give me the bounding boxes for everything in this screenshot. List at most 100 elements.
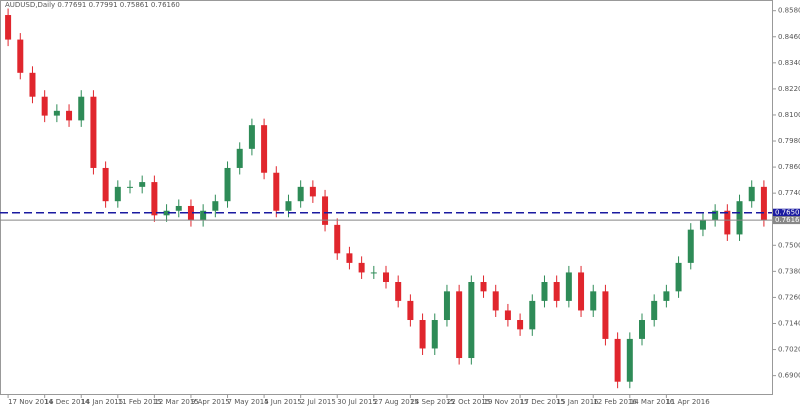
candle-body (541, 281, 548, 301)
candle-body (443, 291, 450, 321)
x-tick-label: 27 Aug 2015 (374, 398, 419, 406)
candle-body (419, 320, 426, 349)
candle-body (127, 186, 133, 188)
price-level-label: 0.76160 (775, 216, 800, 224)
x-tick-label: 30 Jul 2015 (337, 398, 377, 406)
x-tick-label: 12 Feb 2016 (593, 398, 637, 406)
candle-body (5, 15, 12, 40)
candle-body (370, 272, 377, 274)
candle-body (687, 229, 694, 263)
candle-body (578, 272, 585, 311)
price-level-box (773, 208, 800, 217)
candle-body (480, 281, 487, 292)
candle-body (699, 220, 706, 230)
candle-body (504, 310, 511, 321)
candle-body (651, 300, 658, 321)
candle-body (322, 196, 329, 225)
candle-body (29, 72, 36, 97)
x-tick-label: 15 Jan 2016 (557, 398, 600, 406)
y-tick-label: 0.83400 (778, 59, 800, 67)
candle-body (565, 272, 572, 301)
chart-title: AUDUSD,Daily 0.77691 0.77991 0.75861 0.7… (5, 1, 180, 9)
candle-body (724, 210, 731, 235)
candle-body (456, 291, 463, 359)
candle-body (383, 272, 389, 282)
candle-body (187, 205, 194, 221)
candle-body (102, 167, 109, 202)
x-tick-label: 9 Apr 2015 (191, 398, 230, 406)
y-tick-label: 0.75000 (778, 241, 800, 249)
x-tick-label: 12 Mar 2015 (154, 398, 198, 406)
candle-body (663, 291, 670, 301)
candle-body (431, 320, 438, 349)
candle-body (736, 201, 743, 235)
candle-body (200, 210, 207, 221)
candle-body (285, 201, 292, 211)
candle-body (529, 300, 536, 330)
candle-body (614, 338, 621, 382)
candle-body (53, 110, 60, 116)
candle-body (163, 210, 170, 216)
y-tick-label: 0.81000 (778, 111, 800, 119)
candle-body (90, 96, 97, 168)
x-tick-label: 19 Nov 2015 (484, 398, 529, 406)
x-tick-label: 17 Dec 2015 (520, 398, 565, 406)
candle-body (748, 186, 755, 202)
candle-body (139, 182, 146, 187)
candle-body (212, 201, 219, 211)
candle-body (358, 262, 365, 273)
candle-body (712, 210, 719, 221)
candle-body (309, 186, 316, 197)
candle-body (760, 186, 767, 221)
candle-body (17, 39, 24, 73)
candle-body (261, 125, 268, 173)
candle-body (492, 291, 499, 311)
candle-body (224, 167, 231, 202)
candle-body (297, 186, 304, 202)
candle-body (639, 320, 645, 339)
candle-body (407, 300, 414, 321)
y-tick-label: 0.77400 (778, 189, 800, 197)
candle-body (395, 281, 402, 301)
candle-body (553, 281, 560, 301)
x-tick-label: 7 May 2015 (228, 398, 269, 406)
candle-body (517, 320, 524, 330)
x-tick-label: 11 Feb 2015 (118, 398, 162, 406)
candle-body (66, 110, 73, 121)
y-tick-label: 0.82200 (778, 85, 800, 93)
candle-body (675, 262, 682, 292)
candle-body (346, 253, 353, 263)
candle-body (78, 96, 85, 121)
x-tick-label: 17 Nov 2014 (8, 398, 53, 406)
candle-body (151, 182, 158, 216)
x-tick-label: 4 Jun 2015 (264, 398, 302, 406)
y-tick-label: 0.85800 (778, 7, 800, 15)
candle-body (602, 291, 609, 339)
y-tick-label: 0.84600 (778, 33, 800, 41)
candle-body (590, 291, 597, 311)
y-tick-label: 0.69000 (778, 372, 800, 380)
y-tick-label: 0.73800 (778, 267, 800, 275)
candle-body (334, 224, 341, 254)
y-tick-label: 0.79800 (778, 137, 800, 145)
candle-body (626, 338, 633, 382)
y-tick-label: 0.70200 (778, 346, 800, 354)
x-tick-label: 16 Dec 2014 (45, 398, 90, 406)
candle-body (273, 172, 280, 211)
price-level-box (773, 216, 800, 225)
x-tick-label: 24 Sep 2015 (410, 398, 454, 406)
plot-frame (0, 0, 773, 395)
candle-body (468, 281, 475, 359)
y-tick-label: 0.71400 (778, 319, 800, 327)
x-tick-label: 14 Jan 2015 (81, 398, 123, 406)
x-tick-label: 14 Mar 2016 (630, 398, 675, 406)
x-tick-label: 11 Apr 2016 (666, 398, 710, 406)
candle-body (114, 186, 121, 202)
candle-body (248, 125, 255, 149)
x-tick-label: 22 Oct 2015 (447, 398, 490, 406)
y-tick-label: 0.72600 (778, 293, 800, 301)
candle-body (41, 96, 48, 116)
candle-body (175, 205, 182, 211)
